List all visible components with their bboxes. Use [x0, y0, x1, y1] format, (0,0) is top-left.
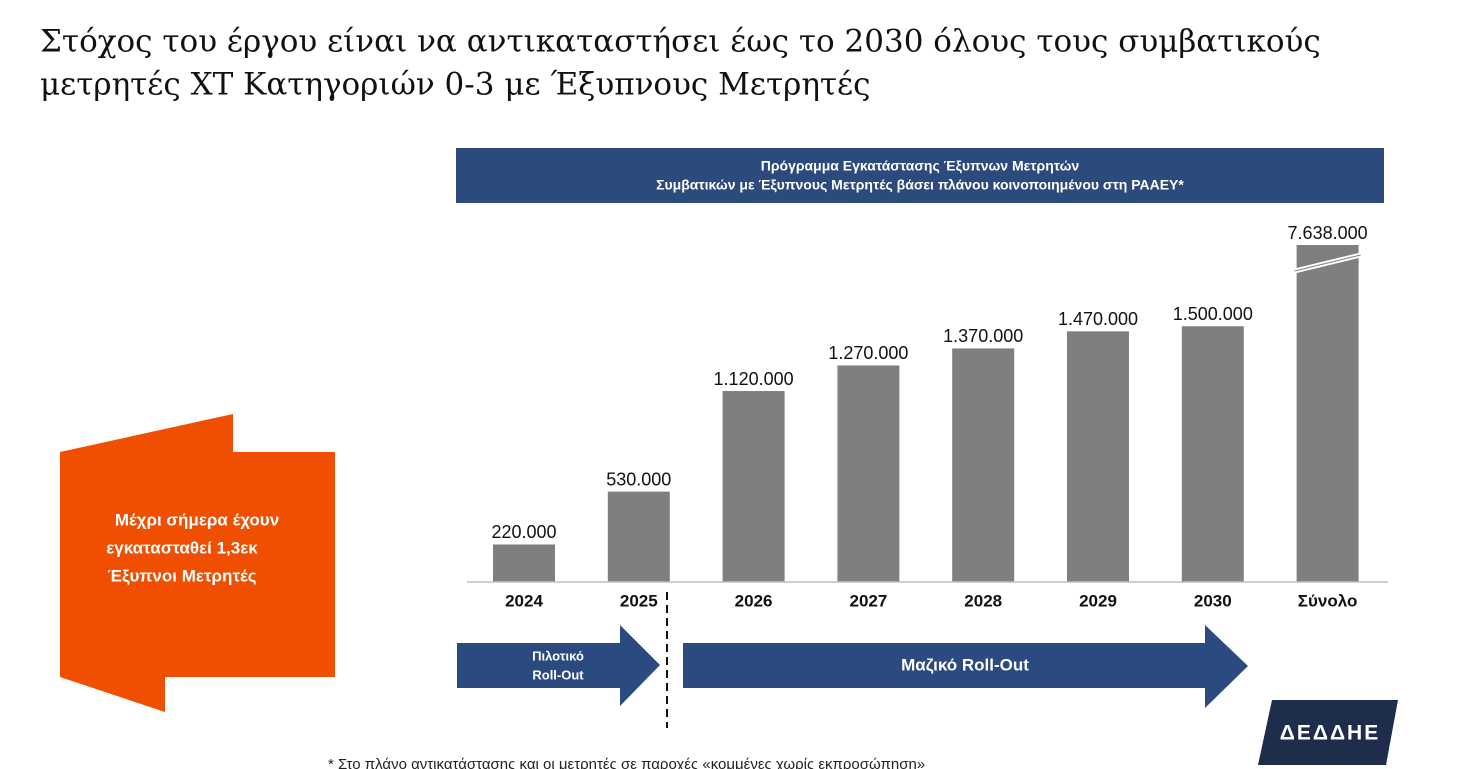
logo-shape [1258, 700, 1398, 765]
phase-label: Roll-Out [532, 667, 584, 682]
callout-text: Μέχρι σήμερα έχουν [115, 510, 279, 529]
heading: μετρητές ΧΤ Κατηγοριών 0-3 με Έξυπνους Μ… [40, 67, 870, 103]
footnote: * Στο πλάνο αντικατάστασης και οι μετρητ… [328, 756, 925, 769]
bars [493, 245, 1359, 583]
bar [1296, 245, 1359, 583]
x-tick-label: 2029 [1079, 591, 1117, 610]
value-label: 1.470.000 [1058, 309, 1138, 329]
chart-subtitle: Συμβατικών με Έξυπνους Μετρητές βάσει πλ… [656, 177, 1184, 193]
x-tick-label: 2030 [1194, 591, 1232, 610]
phase-label: Πιλοτικό [532, 648, 584, 663]
chart-title: Πρόγραμμα Εγκατάστασης Έξυπνων Μετρητών [761, 158, 1080, 174]
phase-label: Μαζικό Roll-Out [901, 655, 1029, 674]
x-tick-label: 2027 [849, 591, 887, 610]
value-label: 1.500.000 [1173, 304, 1253, 324]
bar [607, 491, 670, 582]
axis-break [1294, 254, 1361, 272]
chart-header [456, 148, 1384, 203]
callout-text: εγκατασταθεί 1,3εκ [106, 538, 258, 557]
value-label: 220.000 [491, 522, 556, 542]
value-label: 1.370.000 [943, 326, 1023, 346]
value-label: 1.270.000 [828, 343, 908, 363]
x-tick-label: 2026 [735, 591, 773, 610]
bar [1067, 331, 1129, 582]
heading: Στόχος του έργου είναι να αντικαταστήσει… [40, 24, 1321, 60]
x-tick-label: 2028 [964, 591, 1002, 610]
bar [1181, 326, 1244, 582]
callout-shape [60, 414, 335, 712]
phase-arrow [683, 625, 1248, 708]
bar [952, 348, 1015, 582]
x-tick-label: 2025 [620, 591, 658, 610]
logo: ΔΕΔΔΗΕ [1280, 722, 1380, 745]
value-label: 530.000 [606, 469, 671, 489]
value-label: 7.638.000 [1288, 223, 1368, 243]
x-tick-label: 2024 [505, 591, 543, 610]
phase-arrow [457, 625, 660, 706]
bar [493, 544, 555, 582]
value-label: 1.120.000 [714, 369, 794, 389]
callout-text: Έξυπνοι Μετρητές [107, 566, 256, 585]
bar [837, 365, 900, 582]
bar [722, 391, 785, 582]
x-tick-label: Σύνολο [1298, 591, 1358, 610]
